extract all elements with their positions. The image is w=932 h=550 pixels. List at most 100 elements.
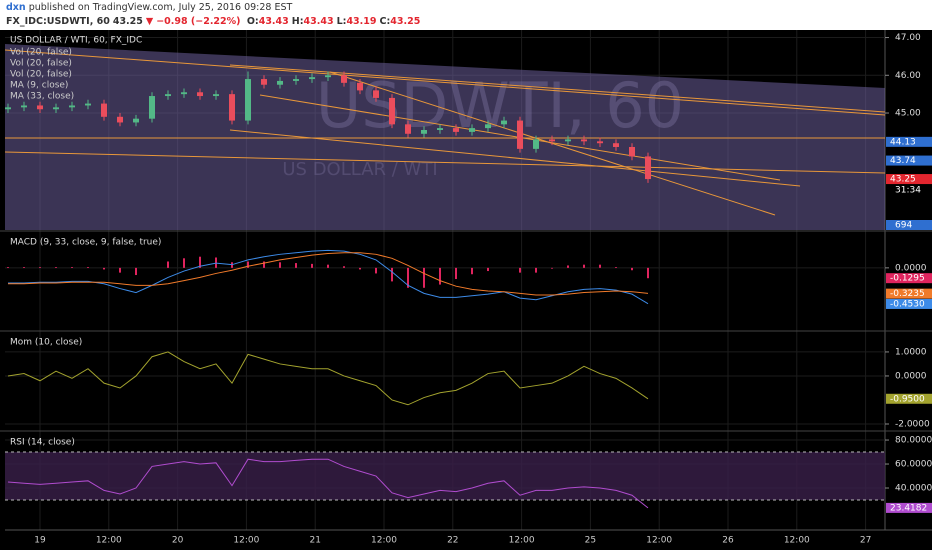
price-marker xyxy=(886,502,932,513)
price-marker-label: -0.3235 xyxy=(890,289,925,299)
legend-entry: Vol (20, false) xyxy=(10,70,72,80)
chart: 19 12:00 20 12:00 21 12:00 22 12:00 25 12:00 26 12:… xyxy=(0,30,932,550)
candle-body xyxy=(133,118,139,123)
x-tick-label: 27 xyxy=(860,536,871,546)
histogram-bar xyxy=(39,267,41,268)
candle-body xyxy=(325,75,331,78)
histogram-bar xyxy=(135,267,137,276)
histogram-bar xyxy=(455,267,457,280)
y-tick-label: 40.0000 xyxy=(895,484,932,494)
histogram-bar xyxy=(359,267,361,270)
y-tick-label: 80.0000 xyxy=(895,436,932,446)
symbol: FX_IDC:USDWTI, 60 xyxy=(6,16,110,27)
candle-body xyxy=(181,92,187,95)
candle-body xyxy=(117,116,123,123)
histogram-bar xyxy=(583,264,585,268)
y-tick-label: 46.00 xyxy=(895,71,921,81)
candle-body xyxy=(501,120,507,125)
histogram-bar xyxy=(391,267,393,282)
published: published on TradingView.com, July 25, 2… xyxy=(28,2,293,13)
candle-body xyxy=(517,120,523,149)
price-marker xyxy=(886,174,932,185)
price-marker-label: 23.4182 xyxy=(890,503,927,513)
x-tick-label: 22 xyxy=(447,536,458,546)
watermark: USDWTI, 60 xyxy=(316,69,684,142)
candle-body xyxy=(53,107,59,110)
candle-body xyxy=(101,103,107,117)
price-marker xyxy=(886,393,932,404)
histogram-bar xyxy=(615,267,617,268)
histogram-bar xyxy=(535,267,537,273)
header: dxn published on TradingView.com, July 25… xyxy=(0,0,932,30)
series-line xyxy=(8,249,649,305)
last: 43.25 xyxy=(112,16,143,27)
candle-body xyxy=(341,75,347,83)
quote-value: 43.43 xyxy=(258,16,289,27)
quote-line: FX_IDC:USDWTI, 60 43.25 ▼ −0.98 (−2.22%) O:… xyxy=(6,16,423,27)
histogram-bar xyxy=(55,267,57,268)
candle-body xyxy=(405,124,411,134)
candle-body xyxy=(197,92,203,97)
trend-line xyxy=(4,49,886,116)
candle-body xyxy=(453,128,459,132)
histogram-bar xyxy=(247,261,249,268)
quote-value: 43.19 xyxy=(346,16,377,27)
candle-body xyxy=(245,79,251,121)
histogram-bar xyxy=(103,267,105,270)
histogram-bar xyxy=(471,267,473,275)
quote-key: L: xyxy=(336,16,347,27)
histogram-bar xyxy=(87,267,89,268)
candle-body xyxy=(165,94,171,97)
price-marker-label: -0.4530 xyxy=(890,299,925,309)
candle-body xyxy=(549,139,555,142)
y-tick-label: 0.0000 xyxy=(895,371,927,381)
candle-body xyxy=(373,90,379,98)
trend-line xyxy=(229,64,886,113)
candle-body xyxy=(629,146,635,157)
series-line xyxy=(7,351,649,406)
candle-body xyxy=(213,94,219,97)
panel-title: Mom (10, close) xyxy=(10,338,82,348)
histogram-bar xyxy=(199,256,201,268)
candle-body xyxy=(85,103,91,106)
panel-title: RSI (14, close) xyxy=(10,438,75,448)
candle-body xyxy=(69,105,75,108)
quote-key: H: xyxy=(291,16,304,27)
candle-body xyxy=(485,124,491,129)
x-tick-label: 12:00 xyxy=(371,536,397,546)
histogram-bar xyxy=(279,262,281,268)
candle-body xyxy=(229,94,235,121)
x-tick-label: 21 xyxy=(309,536,320,546)
y-tick-label: 1.0000 xyxy=(895,347,927,357)
candle-body xyxy=(437,128,443,130)
trend-line xyxy=(4,151,886,174)
y-tick-label: 60.0000 xyxy=(895,460,932,470)
x-tick-label: 20 xyxy=(172,536,184,546)
histogram-bar xyxy=(599,264,601,268)
x-tick-label: 12:00 xyxy=(96,536,122,546)
price-marker-label: -0.1295 xyxy=(890,274,925,284)
price-marker xyxy=(886,298,932,309)
candle-body xyxy=(597,141,603,144)
price-marker-label: 44.13 xyxy=(890,137,916,147)
candle-body xyxy=(37,105,43,110)
legend-entry: Vol (20, false) xyxy=(10,59,72,69)
histogram-bar xyxy=(407,267,409,288)
candle-body xyxy=(469,128,475,132)
candle-body xyxy=(581,139,587,142)
series-line xyxy=(7,458,649,509)
histogram-bar xyxy=(295,263,297,268)
quote-value: 43.25 xyxy=(390,16,421,27)
volume-label: 694 xyxy=(895,221,912,231)
x-tick-label: 25 xyxy=(585,536,596,546)
histogram-bar xyxy=(375,267,377,274)
watermark-subtitle: US DOLLAR / WTI xyxy=(282,159,437,180)
histogram-bar xyxy=(439,267,441,285)
x-tick-label: 12:00 xyxy=(233,536,259,546)
author[interactable]: dxn xyxy=(6,2,26,13)
histogram-bar xyxy=(551,267,553,269)
legend-entry: MA (9, close) xyxy=(10,81,68,91)
candle-body xyxy=(5,107,11,110)
x-tick-label: 12:00 xyxy=(784,536,810,546)
y-tick-label: 47.00 xyxy=(895,33,921,43)
